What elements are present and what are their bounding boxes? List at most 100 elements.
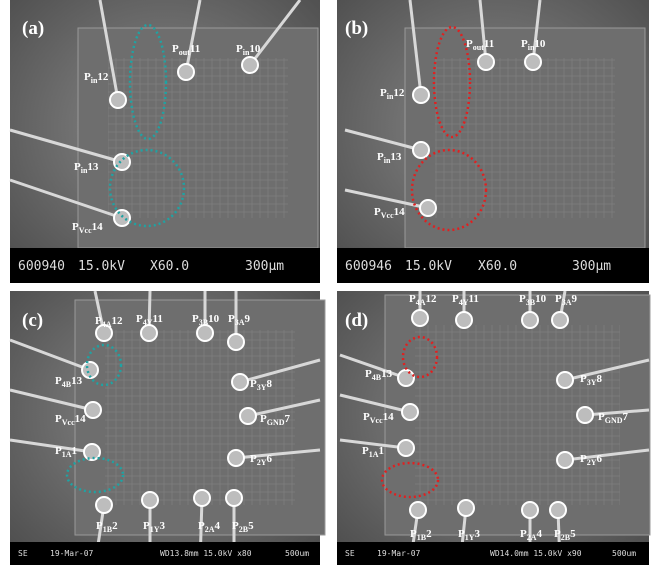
pin-text: P bbox=[452, 293, 459, 305]
pin-text: 13 bbox=[390, 151, 402, 163]
pin-text: 6 bbox=[267, 453, 273, 465]
bond-pad bbox=[109, 91, 127, 109]
pin-text: 5 bbox=[248, 520, 254, 532]
pin-label: P4Y11 bbox=[452, 293, 479, 307]
bond-wire bbox=[9, 128, 123, 164]
bond-pad bbox=[412, 141, 430, 159]
pin-text: 11 bbox=[484, 38, 494, 50]
pin-text: P bbox=[172, 43, 179, 55]
pin-subscript: 2Y bbox=[257, 458, 267, 467]
pin-label: P1A1 bbox=[55, 445, 77, 459]
pin-label: P4B13 bbox=[55, 375, 83, 389]
bond-wire bbox=[564, 448, 650, 462]
panel-letter: (c) bbox=[22, 310, 43, 331]
pin-subscript: 4B bbox=[372, 373, 382, 382]
panel: SE 19-Mar-07 WD14.0mm 15.0kV x90 500um(d)P4… bbox=[337, 290, 651, 566]
pin-subscript: out bbox=[473, 43, 484, 52]
info-text: SE bbox=[18, 549, 28, 558]
pin-text: 10 bbox=[208, 313, 220, 325]
pin-subscript: in bbox=[387, 92, 394, 101]
pin-label: Pin10 bbox=[236, 43, 261, 57]
bond-wire bbox=[531, 0, 542, 63]
pin-text: 3 bbox=[475, 528, 481, 540]
pin-text: 3 bbox=[160, 520, 166, 532]
pin-label: P3A9 bbox=[555, 293, 578, 307]
info-text: WD14.0mm 15.0kV x90 bbox=[490, 549, 582, 558]
pin-label: P1B2 bbox=[410, 528, 432, 542]
pin-label: Pout11 bbox=[466, 38, 494, 52]
pin-subscript: in bbox=[81, 166, 88, 175]
pin-label: Pin10 bbox=[521, 38, 546, 52]
pin-text: 6 bbox=[597, 453, 603, 465]
pin-subscript: 2B bbox=[561, 533, 571, 542]
pin-text: P bbox=[95, 315, 102, 327]
bond-pad bbox=[84, 401, 102, 419]
pin-text: 9 bbox=[245, 313, 251, 325]
pin-text: 11 bbox=[469, 293, 479, 305]
info-text: 500um bbox=[612, 549, 636, 558]
pin-text: 14 bbox=[383, 411, 395, 423]
info-bar bbox=[337, 248, 649, 283]
bond-pad bbox=[411, 309, 429, 327]
pin-text: P bbox=[458, 528, 465, 540]
bond-wire bbox=[408, 0, 423, 96]
bond-wire bbox=[239, 358, 321, 384]
pin-label: P1Y3 bbox=[143, 520, 166, 534]
pin-text: P bbox=[84, 71, 91, 83]
highlight-ellipse bbox=[108, 148, 186, 228]
info-bar bbox=[10, 248, 320, 283]
pin-label: P2Y6 bbox=[250, 453, 273, 467]
pin-text: P bbox=[374, 206, 381, 218]
panel: SE 19-Mar-07 WD13.8mm 15.0kV x80 500um(c) P4… bbox=[9, 290, 326, 566]
pin-text: P bbox=[96, 520, 103, 532]
info-text: 19-Mar-07 bbox=[377, 549, 421, 558]
bond-pad bbox=[397, 439, 415, 457]
pin-text: P bbox=[410, 528, 417, 540]
bond-wire bbox=[9, 438, 93, 454]
pin-subscript: GND bbox=[267, 418, 285, 427]
pin-text: P bbox=[260, 413, 267, 425]
pin-text: P bbox=[74, 161, 81, 173]
pin-text: 13 bbox=[87, 161, 99, 173]
pin-subscript: 2Y bbox=[587, 458, 597, 467]
pin-subscript: 3A bbox=[235, 318, 245, 327]
pin-text: P bbox=[136, 313, 143, 325]
highlight-ellipse bbox=[85, 343, 123, 387]
chip-circuit bbox=[108, 58, 288, 218]
pin-subscript: 3Y bbox=[257, 383, 267, 392]
pin-label: Pout11 bbox=[172, 43, 200, 57]
pin-label: P3B10 bbox=[192, 313, 220, 327]
pin-text: 10 bbox=[249, 43, 261, 55]
pin-text: 14 bbox=[394, 206, 406, 218]
pin-text: 2 bbox=[112, 520, 118, 532]
pin-text: P bbox=[250, 378, 257, 390]
bond-wire bbox=[98, 0, 120, 101]
panel: 600946 15.0kV X60.0 300µm(b)Pout11 Pin10Pin1… bbox=[337, 0, 649, 283]
pin-subscript: 3Y bbox=[587, 378, 597, 387]
pin-text: P bbox=[409, 293, 416, 305]
pin-label: P4Y11 bbox=[136, 313, 163, 327]
pin-subscript: 2A bbox=[205, 525, 215, 534]
info-text: 600940 bbox=[18, 259, 65, 274]
pin-text: 12 bbox=[97, 71, 109, 83]
pin-label: P1B2 bbox=[96, 520, 118, 534]
pin-label: PGND7 bbox=[598, 411, 629, 425]
pin-subscript: Vcc bbox=[62, 418, 75, 427]
pin-label: P4A12 bbox=[95, 315, 123, 329]
pin-subscript: 1B bbox=[417, 533, 427, 542]
pin-label: Pin13 bbox=[74, 161, 99, 175]
pin-text: P bbox=[55, 413, 62, 425]
pin-subscript: 3B bbox=[199, 318, 209, 327]
bond-wire bbox=[184, 0, 202, 73]
pin-text: P bbox=[55, 375, 62, 387]
pin-subscript: 4B bbox=[62, 380, 72, 389]
pin-text: 5 bbox=[570, 528, 576, 540]
pin-text: P bbox=[520, 528, 527, 540]
panel-letter: (b) bbox=[345, 18, 368, 39]
info-text: 600946 bbox=[345, 259, 392, 274]
pin-text: 12 bbox=[393, 87, 405, 99]
pin-subscript: 1A bbox=[369, 450, 379, 459]
highlight-ellipse bbox=[128, 23, 168, 141]
bond-pad bbox=[225, 489, 243, 507]
